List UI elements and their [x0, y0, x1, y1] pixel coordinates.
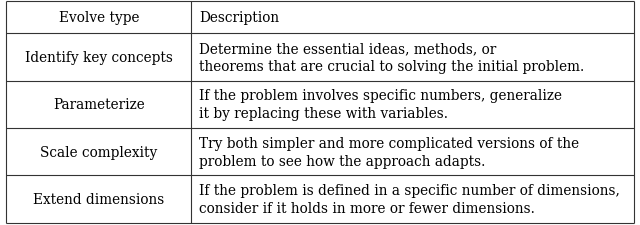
Text: Scale complexity: Scale complexity — [40, 145, 157, 159]
Text: Determine the essential ideas, methods, or
theorems that are crucial to solving : Determine the essential ideas, methods, … — [199, 42, 584, 74]
Text: Identify key concepts: Identify key concepts — [25, 51, 173, 65]
Text: Parameterize: Parameterize — [53, 98, 145, 112]
Text: Try both simpler and more complicated versions of the
problem to see how the app: Try both simpler and more complicated ve… — [199, 136, 579, 168]
Text: Extend dimensions: Extend dimensions — [33, 192, 164, 206]
Text: If the problem is defined in a specific number of dimensions,
consider if it hol: If the problem is defined in a specific … — [199, 183, 620, 215]
Text: If the problem involves specific numbers, generalize
it by replacing these with : If the problem involves specific numbers… — [199, 89, 562, 121]
Text: Evolve type: Evolve type — [59, 11, 139, 25]
Text: Description: Description — [199, 11, 279, 25]
